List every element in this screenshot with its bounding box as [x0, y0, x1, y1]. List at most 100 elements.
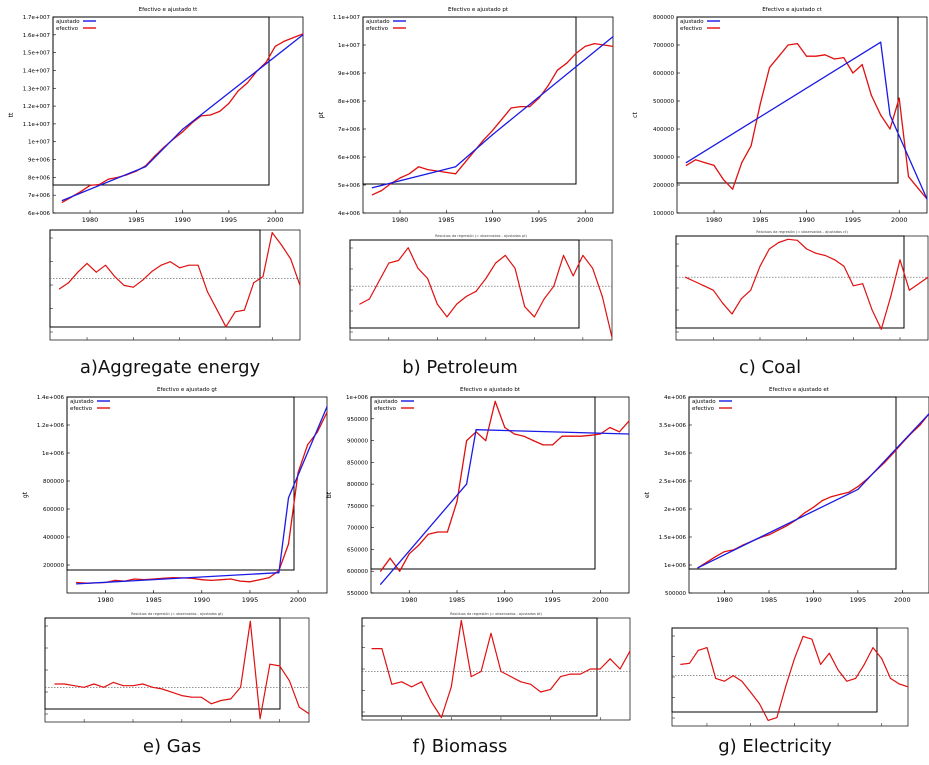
highlight-frame	[362, 16, 577, 185]
y-tick-label: 1.2e+006	[37, 423, 65, 429]
residual-point	[95, 271, 97, 273]
residual-point	[132, 685, 134, 687]
y-tick-label: 1.5e+006	[659, 535, 687, 541]
residual-point	[520, 681, 522, 683]
y-tick-label: 6e+006	[338, 155, 360, 161]
residual-point	[197, 264, 199, 266]
data-point-efectivo	[815, 55, 817, 57]
residual-point	[188, 264, 190, 266]
residual-point	[530, 683, 532, 685]
residual-point	[629, 650, 631, 652]
residual-point	[820, 663, 822, 665]
y-tick-label: 9e+006	[28, 158, 50, 164]
y-axis-label: gt	[22, 491, 29, 498]
residual-point	[768, 248, 770, 250]
residual-point	[834, 259, 836, 261]
data-point-efectivo	[239, 580, 241, 582]
legend-label: efectivo	[692, 406, 715, 412]
y-tick-label: 550000	[347, 591, 368, 597]
y-axis-label: tt	[8, 112, 15, 117]
residual-highlight-frame	[44, 617, 281, 710]
data-point-ajustado	[287, 497, 290, 499]
data-point-efectivo	[246, 82, 248, 84]
residual-point	[703, 285, 705, 287]
data-point-efectivo	[510, 107, 512, 109]
y-tick-label: 500000	[665, 591, 686, 597]
residual-point	[440, 717, 442, 718]
data-point-efectivo	[609, 426, 611, 429]
data-point-efectivo	[830, 496, 832, 498]
data-point-efectivo	[806, 55, 808, 57]
series-line-ajustado	[685, 41, 928, 200]
data-point-efectivo	[812, 506, 815, 508]
residual-point	[290, 258, 292, 260]
x-tick-label: 1980	[706, 216, 723, 224]
panel-5: Efectivo e ajustado bt bt 550000 600000 6500…	[326, 387, 631, 757]
data-point-ajustado	[697, 567, 699, 569]
x-tick-label: 1995	[544, 596, 561, 604]
residual-point	[401, 681, 403, 683]
data-point-efectivo	[898, 97, 900, 99]
residual-point	[495, 262, 497, 264]
residual-point	[142, 279, 144, 281]
residual-point	[216, 308, 218, 310]
residual-point	[843, 265, 845, 267]
data-point-efectivo	[523, 435, 525, 437]
residual-plot-area	[675, 235, 929, 341]
residual-point	[563, 254, 564, 256]
residual-point	[731, 313, 733, 315]
x-tick-label: 1990	[798, 216, 815, 224]
data-point-efectivo	[556, 69, 559, 71]
data-point-efectivo	[848, 491, 850, 493]
x-tick-label: 2000	[592, 596, 609, 604]
residual-point	[815, 252, 817, 254]
residual-point	[759, 265, 761, 267]
residual-point	[281, 244, 282, 246]
residual-point	[200, 696, 202, 698]
y-tick-label: 600000	[653, 71, 674, 77]
data-point-efectivo	[584, 45, 586, 48]
residual-point	[572, 275, 574, 277]
data-point-efectivo	[237, 90, 239, 92]
series-line-ajustado	[380, 429, 630, 585]
data-point-efectivo	[778, 55, 780, 57]
plot-area	[688, 396, 929, 594]
residual-point	[112, 681, 114, 683]
residual-point	[750, 691, 752, 693]
residual-point	[872, 647, 874, 649]
residual-point	[132, 286, 134, 288]
y-tick-label: 9e+006	[338, 71, 360, 77]
residual-point	[436, 303, 438, 305]
legend-label: ajustado	[70, 399, 94, 405]
series-line-efectivo	[697, 413, 929, 569]
x-tick-label: 2000	[891, 216, 908, 224]
series-line-ajustado	[697, 413, 929, 569]
y-tick-label: 1e+006	[42, 451, 64, 457]
residual-point	[611, 336, 613, 338]
y-tick-label: 650000	[347, 547, 368, 553]
residual-point	[852, 285, 854, 287]
residual-point	[480, 671, 482, 672]
residual-point	[785, 686, 787, 688]
residual-point	[592, 267, 594, 269]
data-point-efectivo	[210, 579, 212, 582]
residual-point	[863, 663, 865, 665]
data-point-efectivo	[274, 45, 276, 48]
residual-point	[378, 280, 380, 282]
legend-label: efectivo	[680, 26, 703, 32]
legend-label: ajustado	[56, 19, 80, 25]
data-point-efectivo	[380, 570, 382, 572]
data-point-efectivo	[750, 145, 752, 147]
panel-3: Efectivo e ajustado ct ct 100000 200000 3000…	[632, 7, 929, 378]
data-point-efectivo	[889, 128, 891, 130]
data-point-efectivo	[741, 162, 743, 164]
y-tick-label: 1.4e+007	[23, 68, 51, 74]
residual-point	[890, 677, 891, 679]
data-point-efectivo	[437, 531, 439, 533]
residual-point	[388, 262, 390, 264]
residual-point	[58, 288, 60, 290]
x-tick-label: 1990	[497, 596, 514, 604]
data-point-ajustado	[326, 406, 328, 408]
legend-label: ajustado	[692, 399, 716, 405]
residual-point	[715, 677, 717, 679]
